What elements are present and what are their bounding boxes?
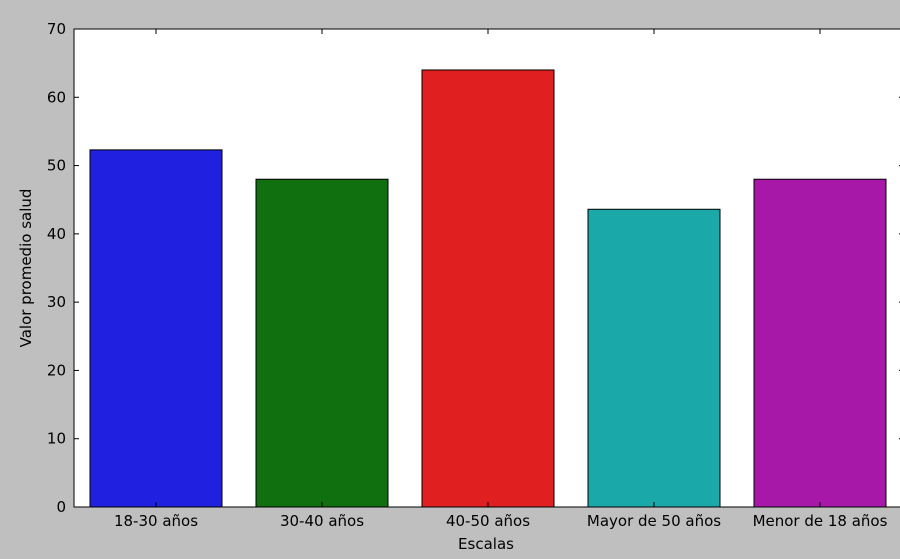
plot-frame bbox=[73, 28, 900, 508]
x-tick-label: 18-30 años bbox=[114, 512, 198, 530]
y-tick-label: 20 bbox=[47, 361, 66, 379]
y-tick-label: 10 bbox=[47, 430, 66, 448]
y-tick-label: 0 bbox=[56, 498, 66, 516]
bars-group bbox=[89, 69, 887, 508]
x-tick-label: 40-50 años bbox=[446, 512, 530, 530]
y-tick-label: 30 bbox=[47, 293, 66, 311]
x-axis-label: Escalas bbox=[458, 535, 514, 553]
tick-labels-group: 18-30 años 30-40 años 40-50 años Mayor de 5… bbox=[47, 20, 888, 530]
y-tick-label: 60 bbox=[47, 88, 66, 106]
bar-0 bbox=[89, 149, 223, 508]
x-tick-label: Menor de 18 años bbox=[753, 512, 888, 530]
bar-2 bbox=[421, 69, 555, 508]
bar-3 bbox=[587, 208, 721, 508]
y-tick-label: 50 bbox=[47, 157, 66, 175]
y-tick-label: 70 bbox=[47, 20, 66, 38]
x-tick-label: Mayor de 50 años bbox=[587, 512, 721, 530]
y-axis-label: Valor promedio salud bbox=[17, 189, 35, 348]
y-tick-label: 40 bbox=[47, 225, 66, 243]
bar-4 bbox=[753, 178, 887, 508]
x-tick-label: 30-40 años bbox=[280, 512, 364, 530]
bar-1 bbox=[255, 178, 389, 508]
